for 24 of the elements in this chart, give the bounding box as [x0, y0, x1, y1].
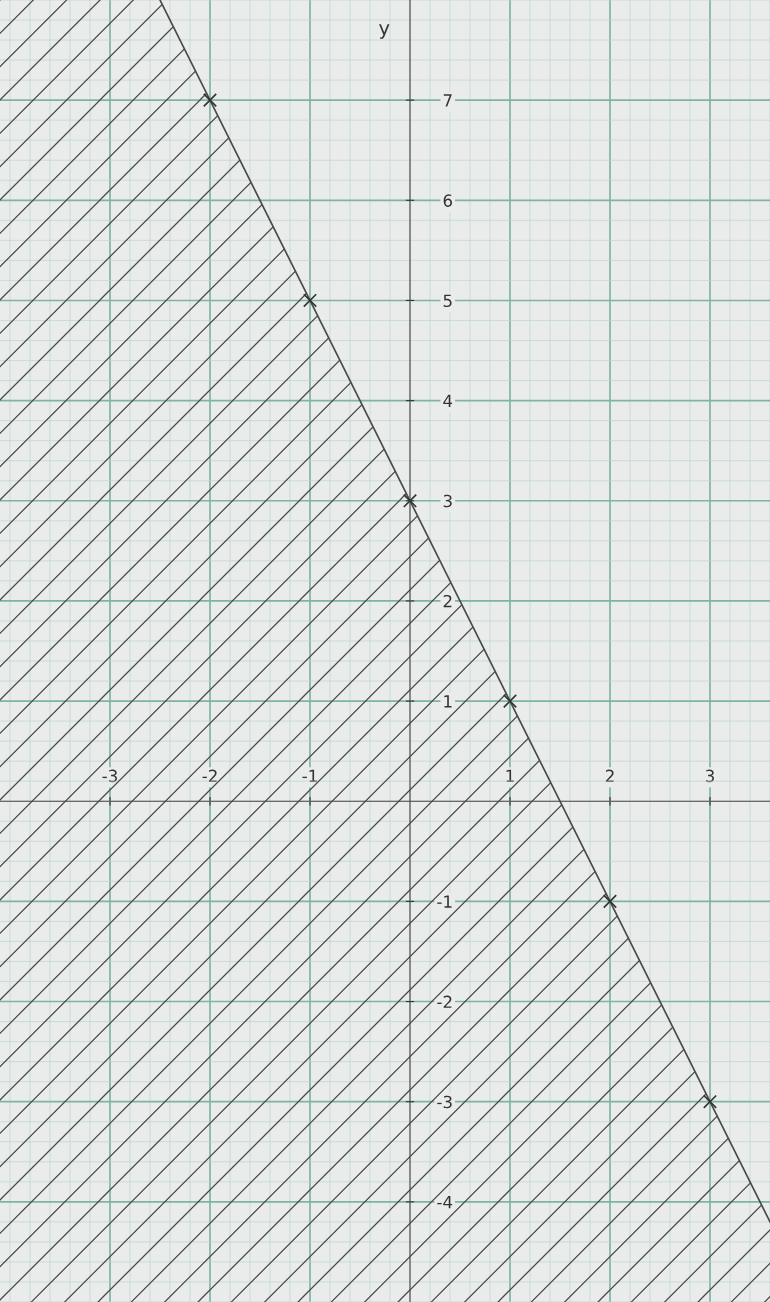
point	[302, 293, 318, 308]
point	[202, 93, 218, 108]
point	[502, 694, 518, 709]
y-tick-label: 6	[443, 194, 453, 207]
x-tick-label: -2	[202, 769, 217, 782]
y-tick-label: -1	[437, 895, 452, 908]
x-tick-label: 2	[605, 769, 614, 782]
x-tick-label: 3	[705, 769, 714, 783]
x-tick-label: 1	[506, 769, 514, 782]
y-tick-label: 4	[443, 394, 453, 407]
y-tick-label: -4	[437, 1196, 453, 1209]
point	[602, 894, 618, 909]
x-tick-label: -1	[302, 769, 317, 782]
point	[702, 1094, 718, 1109]
y-tick-label: 7	[443, 94, 452, 107]
x-tick-label: -3	[102, 769, 117, 783]
y-tick-label: -3	[437, 1095, 452, 1109]
y-tick-label: 3	[443, 494, 452, 508]
y-tick-label: 5	[443, 294, 452, 308]
y-tick-label: -2	[437, 995, 452, 1008]
y-tick-label: 2	[443, 594, 452, 608]
y-axis-title: y	[379, 24, 390, 39]
y-tick-label: 1	[444, 695, 452, 708]
point	[402, 493, 418, 508]
